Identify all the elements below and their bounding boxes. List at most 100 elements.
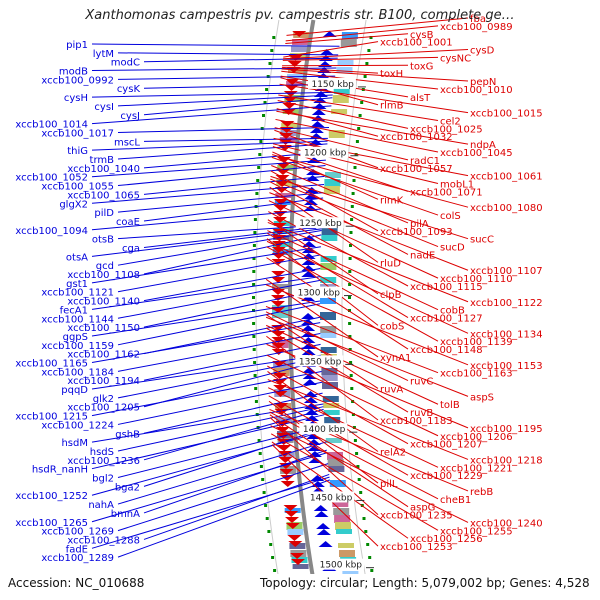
gc-tick — [364, 530, 368, 533]
gc-tick — [252, 244, 256, 247]
leader-line-left — [143, 360, 322, 408]
genome-backbone — [288, 19, 316, 581]
gc-tick — [265, 517, 269, 520]
leader-line-left — [117, 230, 322, 266]
gene-label-right: xccb100_1061 — [470, 172, 543, 183]
gene-arrow-right — [271, 343, 286, 349]
gene-label-left: gcd — [96, 261, 114, 272]
gene-label-right: cysD — [470, 46, 495, 57]
gene-arrow-right — [282, 103, 297, 109]
gene-arrow-left — [301, 265, 316, 271]
gene-label-left: xccb100_1194 — [67, 376, 140, 387]
gene-label-right: xccb100_1183 — [380, 416, 453, 427]
gene-arrow-right — [271, 337, 286, 343]
leader-line-right — [267, 371, 379, 452]
leader-line-right — [272, 154, 469, 208]
leader-line-left — [117, 224, 322, 240]
leader-line-right — [273, 137, 469, 177]
gc-tick — [351, 192, 355, 195]
feature-block — [320, 347, 337, 353]
leader-line-right — [270, 178, 439, 248]
gene-label-right: xccb100_1221 — [440, 463, 513, 474]
leader-line-left — [91, 91, 334, 98]
gene-label-right: xccb100_1093 — [380, 227, 453, 238]
gene-label-left: xccb100_1052 — [15, 173, 88, 184]
leader-line-left — [143, 343, 321, 381]
gene-label-left: modC — [111, 58, 140, 69]
gene-label-right: xccb100_1057 — [380, 164, 453, 175]
gene-arrow-left — [301, 313, 316, 319]
leader-line-left — [143, 449, 327, 514]
leader-line-right — [269, 414, 409, 508]
gene-label-right: xccb100_1255 — [440, 526, 513, 537]
gene-label-right: xccb100_1071 — [410, 187, 483, 198]
leader-line-right — [265, 284, 469, 366]
leader-line-right — [274, 127, 409, 161]
gc-tick — [357, 127, 361, 130]
ruler-label-bg — [295, 355, 344, 367]
leader-line-left — [91, 300, 321, 337]
gene-label-right: cobS — [380, 321, 404, 332]
leader-line-right — [266, 240, 469, 334]
gene-arrow-right — [279, 469, 294, 475]
gene-label-left: bmnA — [111, 509, 140, 520]
gene-arrow-right — [276, 163, 291, 169]
gene-label-right: xccb100_1080 — [470, 203, 543, 214]
feature-block — [332, 95, 349, 103]
leader-line-right — [271, 165, 409, 224]
gc-tick — [358, 114, 362, 117]
gc-tick — [265, 88, 269, 91]
leader-line-right — [266, 238, 379, 326]
gene-label-right: toxH — [380, 69, 403, 80]
feature-block — [320, 277, 337, 283]
gene-label-left: modB — [59, 67, 88, 78]
leader-line-left — [143, 316, 321, 355]
feature-block — [336, 67, 353, 73]
gc-tick — [270, 49, 274, 52]
gene-label-right: xccb100_1045 — [440, 148, 513, 159]
feature-block — [320, 298, 336, 304]
gc-tick — [352, 426, 356, 429]
gene-label-left: pip1 — [66, 40, 88, 51]
leader-line-right — [267, 232, 409, 318]
gene-label-right: xccb100_0989 — [440, 22, 513, 33]
feature-block — [325, 438, 342, 443]
ruler-label-bg — [300, 146, 349, 158]
gene-label-left: fecA1 — [60, 305, 88, 316]
gc-tick — [367, 49, 371, 52]
leader-line-left — [117, 192, 324, 213]
gene-label-left: bgl2 — [92, 474, 114, 485]
gc-tick — [262, 491, 266, 494]
feature-block — [272, 284, 289, 289]
gene-label-right: radC1 — [410, 156, 440, 167]
gene-label-right: ruvA — [380, 384, 403, 395]
gc-tick — [363, 75, 367, 78]
gc-tick — [349, 231, 353, 234]
gene-label-left: xccb100_1289 — [41, 553, 114, 564]
gene-label-right: xccb100_1218 — [470, 455, 543, 466]
leader-line-right — [270, 425, 469, 523]
gene-arrow-right — [278, 463, 293, 469]
gene-label-left: xccb100_1162 — [67, 350, 140, 361]
leader-line-left — [117, 441, 327, 505]
feature-block — [329, 480, 346, 487]
ruler-label-bg — [299, 423, 348, 435]
leader-line-left — [143, 408, 324, 461]
leader-line-right — [267, 387, 439, 468]
gene-label-left: xccb100_1165 — [15, 359, 88, 370]
gc-tick — [269, 543, 273, 546]
gene-label-left: xccb100_1288 — [67, 535, 140, 546]
leader-line-right — [267, 365, 409, 445]
gene-arrow-left — [310, 121, 325, 127]
gc-tick — [266, 75, 270, 78]
gene-label-left: bga2 — [115, 482, 140, 493]
gene-label-left: hsdS — [90, 447, 114, 458]
gc-tick — [348, 322, 352, 325]
leader-line-right — [279, 83, 469, 114]
gc-tick — [351, 413, 355, 416]
leader-line-left — [117, 406, 324, 452]
gc-tick — [273, 569, 277, 572]
gene-arrow-right — [283, 97, 298, 103]
gene-label-right: ruvC — [410, 377, 433, 388]
gene-label-right: xccb100_1139 — [440, 337, 513, 348]
